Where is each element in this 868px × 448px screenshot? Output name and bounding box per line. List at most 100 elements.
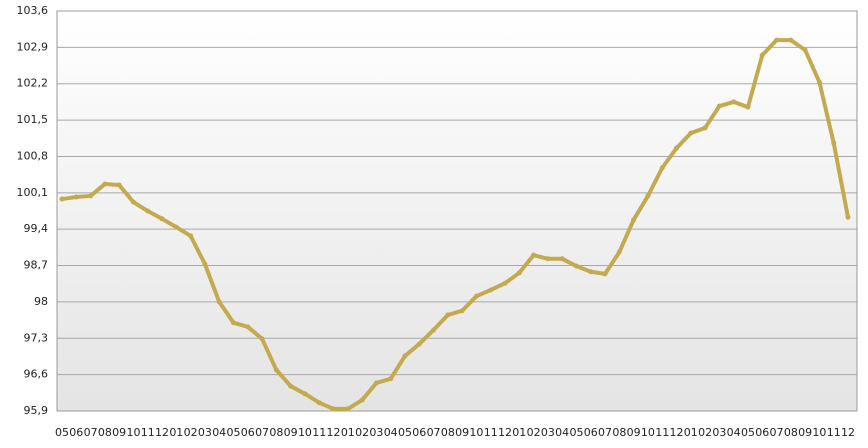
point bbox=[816, 79, 822, 85]
x-tick-label: 08 bbox=[612, 426, 626, 439]
point bbox=[645, 193, 651, 199]
point bbox=[331, 406, 337, 412]
x-tick-label: 10 bbox=[298, 426, 312, 439]
x-tick-label: 01 bbox=[512, 426, 526, 439]
point bbox=[716, 103, 722, 109]
point bbox=[688, 130, 694, 136]
point bbox=[373, 380, 379, 386]
x-tick-label: 02 bbox=[527, 426, 541, 439]
x-tick-label: 06 bbox=[412, 426, 426, 439]
point bbox=[473, 293, 479, 299]
point bbox=[702, 125, 708, 131]
point bbox=[416, 341, 422, 347]
point bbox=[402, 353, 408, 359]
point bbox=[359, 397, 365, 403]
point bbox=[488, 287, 494, 293]
x-tick-label: 04 bbox=[384, 426, 398, 439]
point bbox=[288, 383, 294, 389]
x-tick-label: 07 bbox=[427, 426, 441, 439]
x-tick-label: 05 bbox=[55, 426, 69, 439]
x-tick-label: 01 bbox=[684, 426, 698, 439]
point bbox=[545, 256, 551, 262]
x-tick-label: 04 bbox=[555, 426, 569, 439]
x-tick-label: 04 bbox=[212, 426, 226, 439]
point bbox=[130, 199, 136, 205]
x-tick-label: 10 bbox=[641, 426, 655, 439]
point bbox=[216, 299, 222, 305]
point bbox=[531, 252, 537, 258]
y-tick-label: 98 bbox=[34, 295, 48, 308]
y-tick-label: 96,6 bbox=[24, 368, 49, 381]
x-tick-label: 02 bbox=[184, 426, 198, 439]
point bbox=[674, 145, 680, 151]
x-tick-label: 11 bbox=[141, 426, 155, 439]
point bbox=[431, 327, 437, 333]
x-tick-label: 05 bbox=[398, 426, 412, 439]
x-tick-label: 10 bbox=[469, 426, 483, 439]
point bbox=[616, 249, 622, 255]
point bbox=[831, 140, 837, 146]
point bbox=[73, 194, 79, 200]
y-tick-label: 101,5 bbox=[17, 113, 49, 126]
point bbox=[273, 367, 279, 373]
point bbox=[188, 233, 194, 239]
x-tick-label: 08 bbox=[784, 426, 798, 439]
point bbox=[573, 263, 579, 269]
x-tick-label: 03 bbox=[369, 426, 383, 439]
x-tick-label: 03 bbox=[198, 426, 212, 439]
point bbox=[659, 165, 665, 171]
x-tick-label: 05 bbox=[226, 426, 240, 439]
y-tick-label: 100,8 bbox=[17, 149, 49, 162]
x-tick-label: 07 bbox=[598, 426, 612, 439]
y-tick-label: 102,2 bbox=[17, 77, 49, 90]
point bbox=[759, 52, 765, 58]
line bbox=[61, 38, 850, 411]
x-tick-label: 02 bbox=[698, 426, 712, 439]
point bbox=[445, 312, 451, 318]
x-tick-label: 05 bbox=[569, 426, 583, 439]
x-tick-label: 08 bbox=[441, 426, 455, 439]
point bbox=[502, 280, 508, 286]
point bbox=[245, 324, 251, 330]
x-tick-label: 07 bbox=[84, 426, 98, 439]
x-tick-label: 11 bbox=[827, 426, 841, 439]
point bbox=[516, 270, 522, 276]
point bbox=[316, 400, 322, 406]
x-tick-label: 06 bbox=[241, 426, 255, 439]
y-tick-label: 99,4 bbox=[24, 222, 49, 235]
x-tick-label: 06 bbox=[584, 426, 598, 439]
point bbox=[788, 37, 794, 43]
point bbox=[173, 224, 179, 230]
x-tick-label: 11 bbox=[312, 426, 326, 439]
x-tick-label: 09 bbox=[798, 426, 812, 439]
point bbox=[745, 104, 751, 110]
x-tick-label: 05 bbox=[741, 426, 755, 439]
x-tick-label: 09 bbox=[112, 426, 126, 439]
x-tick-label: 06 bbox=[755, 426, 769, 439]
y-tick-label: 100,1 bbox=[17, 186, 49, 199]
point bbox=[59, 196, 65, 202]
x-tick-label: 12 bbox=[155, 426, 169, 439]
point bbox=[802, 47, 808, 53]
plot-area bbox=[57, 11, 857, 411]
point bbox=[259, 336, 265, 342]
point bbox=[302, 391, 308, 397]
x-tick-label: 12 bbox=[841, 426, 855, 439]
point bbox=[345, 406, 351, 412]
point bbox=[602, 271, 608, 277]
point bbox=[116, 182, 122, 188]
x-tick-label: 12 bbox=[498, 426, 512, 439]
y-tick-label: 97,3 bbox=[24, 331, 49, 344]
y-tick-label: 102,9 bbox=[17, 40, 49, 53]
x-tick-label: 08 bbox=[98, 426, 112, 439]
point bbox=[388, 376, 394, 382]
x-tick-label: 12 bbox=[327, 426, 341, 439]
point bbox=[145, 208, 151, 214]
x-tick-label: 11 bbox=[484, 426, 498, 439]
point bbox=[202, 261, 208, 267]
x-tick-label: 09 bbox=[284, 426, 298, 439]
x-tick-label: 01 bbox=[169, 426, 183, 439]
y-tick-label: 95,9 bbox=[24, 404, 49, 417]
x-tick-label: 04 bbox=[727, 426, 741, 439]
